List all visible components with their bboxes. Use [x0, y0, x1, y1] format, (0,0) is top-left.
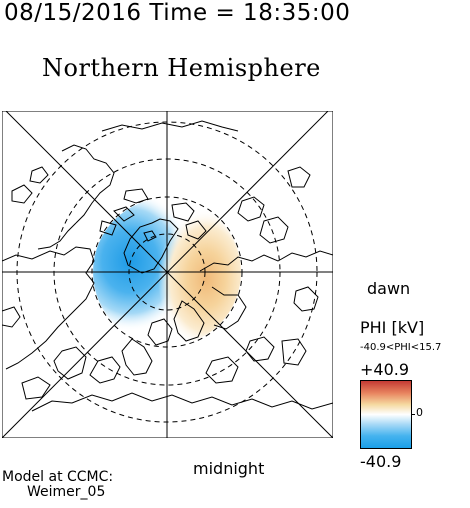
model-credit: Model at CCMC: [2, 469, 114, 485]
model-name: Weimer_05 [27, 484, 106, 500]
coastlines [2, 120, 333, 412]
colorbar-max-label: +40.9 [360, 360, 410, 379]
colorbar-scale [360, 380, 412, 449]
colorbar-min-label: -40.9 [360, 452, 402, 471]
hemisphere-title: Northern Hemisphere [42, 54, 321, 82]
colorbar-range: -40.9<PHI<15.7 [360, 342, 442, 353]
colorbar-zero-tick [411, 414, 415, 415]
colorbar-title: PHI [kV] [360, 318, 425, 337]
meridian-lines [2, 111, 333, 438]
colorbar-zero-label: 0 [416, 406, 423, 419]
dawn-label: dawn [367, 279, 411, 298]
midnight-label: midnight [193, 459, 265, 478]
datetime-title: 08/15/2016 Time = 18:35:00 [4, 0, 351, 26]
polar-potential-map [2, 111, 333, 438]
